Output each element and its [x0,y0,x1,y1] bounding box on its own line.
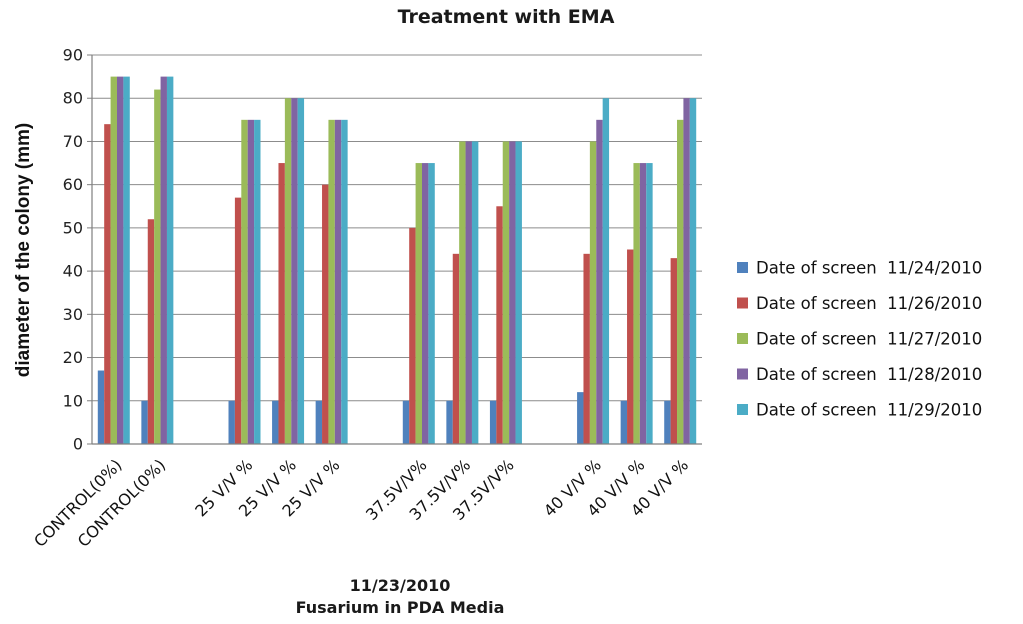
bar [428,163,435,444]
bars [97,76,697,445]
bar [465,141,472,444]
y-tick-label: 50 [63,218,83,237]
y-tick-label: 90 [63,46,83,65]
bar [272,400,279,444]
bar [147,219,155,444]
bar [583,253,590,444]
bar [509,141,516,444]
bar [328,119,335,444]
y-tick-label: 10 [63,391,83,410]
x-tick-labels: CONTROL(0%)CONTROL(0%) 25 V/V %25 V/V %25… [30,455,692,550]
bar [116,76,124,445]
bar [334,119,342,444]
legend-label: Date of screen 11/28/2010 [756,365,982,384]
bar [154,89,161,444]
bar [620,400,628,444]
bar [452,253,460,444]
legend-swatch [737,333,748,344]
y-tick-label: 30 [63,305,83,324]
legend-label: Date of screen 11/27/2010 [756,330,982,349]
bar [664,400,671,444]
y-tick-label: 80 [63,89,83,108]
x-axis-title-line-2: Fusarium in PDA Media [296,598,505,617]
bar [234,197,242,444]
legend-swatch [737,404,748,415]
y-tick-label: 0 [73,435,83,454]
bar [297,98,305,444]
bar [496,206,503,444]
bar [589,141,597,444]
bar [254,119,261,444]
bar [341,119,348,444]
bar [471,141,479,444]
bar [284,98,292,444]
y-tick-label: 70 [63,132,83,151]
legend-swatch [737,368,748,380]
bar [241,119,248,444]
legend-label: Date of screen 11/26/2010 [756,294,982,313]
bar [670,258,678,444]
bar [577,392,584,444]
gridlines [87,54,702,445]
bar [502,141,510,444]
bar [602,98,610,444]
bar [278,163,285,444]
bar [247,119,255,444]
bar [459,141,466,444]
bar [683,98,690,444]
bar [633,163,640,444]
legend-label: Date of screen 11/29/2010 [756,401,982,420]
axes [91,55,702,445]
y-tick-labels: 0 10 20 30 40 50 60 70 80 90 [63,46,83,454]
bar [415,163,422,444]
bar [123,76,130,445]
y-tick-label: 60 [63,175,83,194]
bar [141,400,148,444]
bar [489,400,497,444]
legend-swatch [737,262,748,273]
bar [315,400,323,444]
chart-title: Treatment with EMA [398,6,615,28]
bar [97,370,105,444]
y-axis-title: diameter of the colony (mm) [13,123,34,377]
bar [689,98,697,444]
bar [322,184,329,445]
bar [677,119,684,444]
bar [160,76,167,445]
bar [446,400,453,444]
bar [639,163,647,444]
bar [110,76,117,445]
bar [515,141,522,444]
bar [166,76,174,445]
bar [627,249,634,444]
bar [409,227,416,444]
bar [596,119,603,444]
y-tick-label: 20 [63,348,83,367]
bar [421,163,429,444]
x-axis-title-line-1: 11/23/2010 [350,576,451,595]
bar [104,124,111,444]
bar [646,163,653,444]
bar [291,98,298,444]
legend-swatch [737,297,748,309]
y-tick-label: 40 [63,262,83,281]
bar [402,400,410,444]
legend-label: Date of screen 11/24/2010 [756,259,982,278]
bar [228,400,235,444]
legend: Date of screen 11/24/2010 Date of screen … [737,259,982,420]
